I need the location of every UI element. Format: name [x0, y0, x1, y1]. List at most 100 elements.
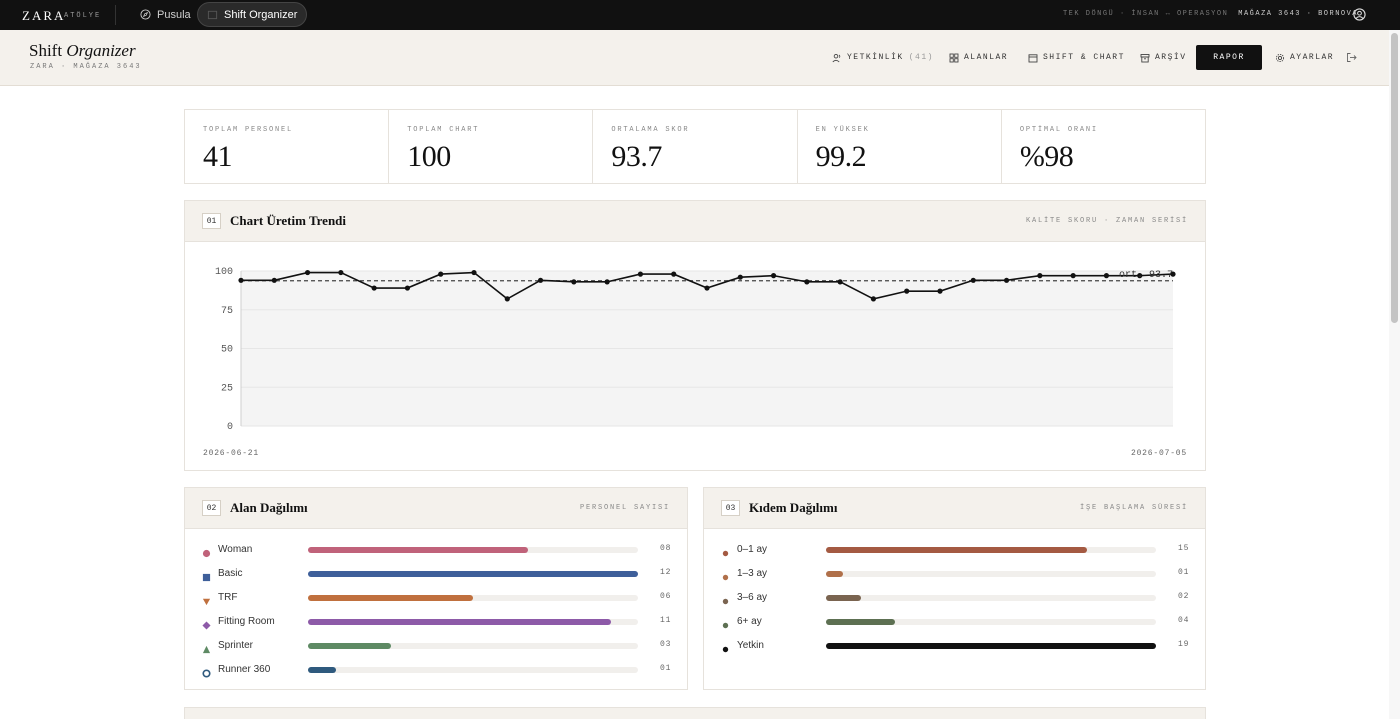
- bar-label: Sprinter: [218, 640, 254, 651]
- data-point: [537, 277, 544, 283]
- data-point: [671, 271, 677, 277]
- legend-marker-icon: [721, 617, 730, 629]
- data-point: [238, 277, 244, 283]
- alan-panel: 02 Alan Dağılımı PERSONEL SAYISI Woman 08…: [184, 487, 688, 690]
- legend-marker-icon: [721, 641, 730, 653]
- data-point: [837, 279, 843, 285]
- panel-subtitle: KALİTE SKORU · ZAMAN SERİSİ: [1025, 217, 1188, 225]
- scrollbar-thumb[interactable]: [1391, 33, 1398, 323]
- logout-icon[interactable]: [1346, 52, 1357, 63]
- bar-track: [308, 571, 638, 577]
- data-point: [1003, 277, 1010, 283]
- data-point: [471, 269, 477, 276]
- bar-value: 15: [1178, 544, 1190, 553]
- tab-shift-organizer[interactable]: Shift Organizer: [197, 2, 308, 27]
- bar-fill: [308, 595, 473, 601]
- nav-shift-chart[interactable]: SHIFT & CHART: [1028, 45, 1125, 70]
- data-point: [904, 288, 910, 294]
- bar-track: [826, 619, 1156, 625]
- stat-card: TOPLAM PERSONEL 41: [185, 110, 390, 183]
- gear-icon: [1275, 53, 1285, 62]
- bar-label: 6+ ay: [737, 616, 762, 627]
- divider: [115, 5, 116, 25]
- archive-icon: [1140, 53, 1150, 62]
- bar-label: 0–1 ay: [737, 544, 768, 555]
- stat-value: 100: [407, 140, 451, 173]
- bar-fill: [826, 619, 896, 625]
- stat-value: %98: [1019, 140, 1074, 173]
- data-point: [1037, 273, 1043, 279]
- grid-icon: [949, 53, 959, 62]
- panel-number: 02: [202, 500, 221, 516]
- top-bar: ZARA ATÖLYE Pusula Shift Organizer TEK D…: [0, 0, 1400, 30]
- data-point: [604, 279, 610, 285]
- nav-arsiv[interactable]: ARŞİV: [1140, 45, 1187, 70]
- bar-label: TRF: [218, 592, 238, 603]
- bar-label: 1–3 ay: [737, 568, 768, 579]
- trend-panel: 01 Chart Üretim Trendi KALİTE SKORU · ZA…: [184, 200, 1206, 471]
- data-point: [504, 296, 510, 302]
- stats-strip: TOPLAM PERSONEL 41 TOPLAM CHART 100 ORTA…: [184, 109, 1206, 184]
- legend-marker-icon: [202, 545, 211, 558]
- nav-yetkinlik[interactable]: YETKİNLİK (41): [832, 45, 934, 70]
- trend-chart: 0 25 50 75 100 ort. 93.7: [215, 267, 1176, 433]
- bar-row: Runner 360 01: [185, 658, 687, 682]
- nav-ayarlar[interactable]: AYARLAR: [1275, 45, 1334, 70]
- stat-card: OPTİMAL ORANI %98: [1002, 110, 1205, 183]
- data-point: [804, 279, 810, 285]
- legend-marker-icon: [202, 641, 211, 654]
- bar-value: 01: [1178, 568, 1190, 577]
- scrollbar-track[interactable]: [1389, 30, 1400, 719]
- panel-number: 03: [721, 500, 740, 516]
- brand-logo[interactable]: ZARA: [22, 8, 66, 23]
- bar-value: 12: [660, 568, 672, 577]
- nav-label: YETKİNLİK: [847, 53, 904, 62]
- bar-label: Fitting Room: [218, 616, 275, 627]
- bar-fill: [308, 667, 336, 673]
- bar-row: Woman 08: [185, 538, 687, 562]
- panel-subtitle: PERSONEL SAYISI: [579, 504, 670, 512]
- bar-fill: [308, 571, 638, 577]
- bar-row: 1–3 ay 01: [704, 562, 1205, 586]
- y-tick-label: 50: [221, 345, 233, 356]
- data-point: [737, 274, 743, 280]
- y-tick-label: 75: [221, 306, 233, 317]
- stat-label: ORTALAMA SKOR: [611, 126, 690, 134]
- stat-label: TOPLAM PERSONEL: [203, 126, 294, 134]
- rapor-button[interactable]: RAPOR: [1196, 45, 1262, 70]
- legend-marker-icon: [202, 569, 211, 582]
- panel-title: Alan Dağılımı: [230, 500, 308, 515]
- legend-marker-icon: [202, 593, 211, 606]
- panel-title: Kıdem Dağılımı: [749, 500, 838, 515]
- bar-label: 3–6 ay: [737, 592, 768, 603]
- y-tick-label: 0: [227, 422, 233, 433]
- data-point: [571, 279, 577, 285]
- panel-header: 01 Chart Üretim Trendi KALİTE SKORU · ZA…: [185, 201, 1205, 242]
- bar-track: [826, 547, 1156, 553]
- bar-value: 08: [660, 544, 672, 553]
- bar-fill: [308, 619, 611, 625]
- users-icon: [832, 53, 841, 62]
- bar-value: 19: [1178, 640, 1190, 649]
- panel-subtitle: İŞE BAŞLAMA SÜRESİ: [1079, 504, 1188, 512]
- stat-value: 41: [203, 140, 233, 173]
- nav-label: SHIFT & CHART: [1043, 53, 1125, 62]
- tab-pusula[interactable]: Pusula: [131, 2, 200, 27]
- data-point: [937, 288, 943, 294]
- bar-row: 3–6 ay 02: [704, 586, 1205, 610]
- bar-fill: [826, 643, 1156, 649]
- stat-label: TOPLAM CHART: [407, 126, 480, 134]
- data-point: [1070, 273, 1076, 279]
- bar-fill: [308, 643, 391, 649]
- account-icon[interactable]: [1353, 8, 1366, 21]
- bar-track: [826, 643, 1156, 649]
- y-tick-label: 100: [215, 267, 233, 278]
- bar-value: 11: [660, 616, 672, 625]
- nav-alanlar[interactable]: ALANLAR: [949, 45, 1008, 70]
- x-end-date: 2026-07-05: [1130, 449, 1187, 458]
- bar-track: [826, 595, 1156, 601]
- bar-value: 04: [1178, 616, 1190, 625]
- tab-label: Pusula: [157, 8, 191, 21]
- data-point: [304, 269, 311, 276]
- bar-track: [826, 571, 1156, 577]
